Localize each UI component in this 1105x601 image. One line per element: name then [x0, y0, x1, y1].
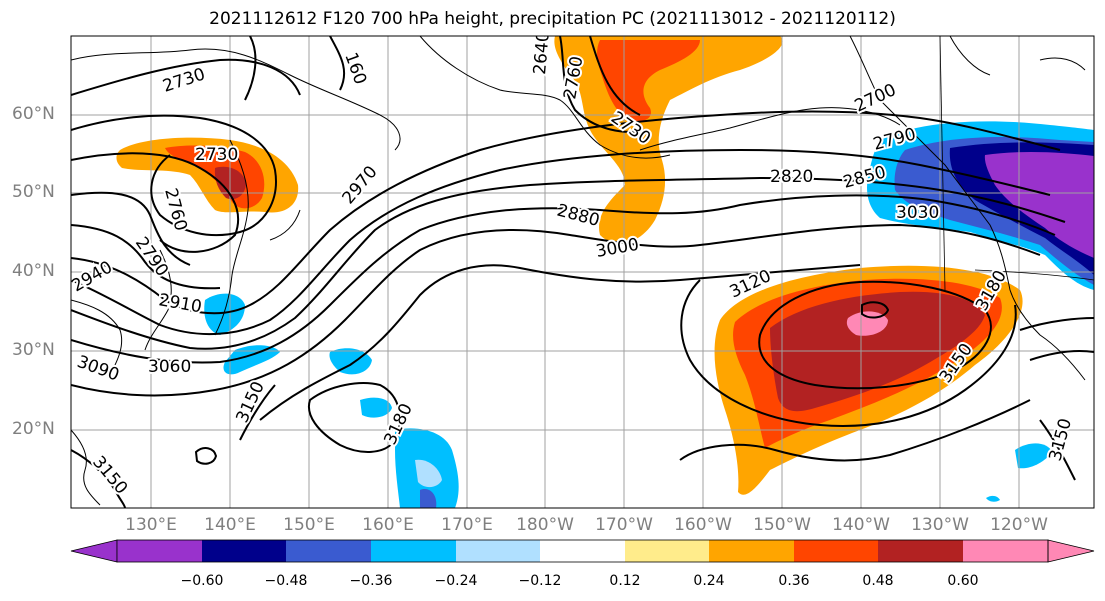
colorbar-segment [117, 540, 202, 562]
coastlines [71, 36, 1094, 506]
colorbar-tick: −0.12 [518, 573, 562, 589]
colorbar [70, 539, 1095, 563]
contour-label: 3030 [896, 203, 939, 223]
lon-label: 160°W [674, 515, 732, 535]
colorbar-segment [286, 540, 371, 562]
colorbar-tick: −0.24 [434, 573, 478, 589]
colorbar-tick: −0.36 [349, 573, 393, 589]
colorbar-tick: 0.36 [778, 573, 810, 589]
colorbar-tick: −0.60 [180, 573, 224, 589]
colorbar-low-extension [70, 539, 118, 563]
colorbar-segment [202, 540, 286, 562]
colorbar-segment [963, 540, 1048, 562]
colorbar-segment [794, 540, 878, 562]
colorbar-segment [878, 540, 963, 562]
lon-label: 130°W [911, 515, 969, 535]
lon-label: 130°E [125, 515, 177, 535]
contour-label: 2640 [530, 31, 554, 76]
colorbar-segment [540, 540, 625, 562]
lon-label: 170°W [595, 515, 653, 535]
lon-label: 150°W [753, 515, 811, 535]
lon-label: 150°E [283, 515, 335, 535]
colorbar-segment [456, 540, 540, 562]
colorbar-high-extension [1047, 539, 1095, 563]
lat-label: 60°N [12, 104, 55, 124]
colorbar-segment [371, 540, 456, 562]
lat-label: 40°N [12, 261, 55, 281]
precip-negative-western-pacific [204, 293, 1052, 508]
contour-label: 2730 [195, 145, 238, 165]
lon-label: 120°W [990, 515, 1048, 535]
map-frame [70, 35, 1095, 509]
plot-title: 2021112612 F120 700 hPa height, precipit… [209, 9, 896, 29]
contour-label: 2820 [770, 167, 813, 187]
precip-positive-central-pacific [714, 265, 1023, 495]
colorbar-segment [625, 540, 709, 562]
graticule [71, 36, 1094, 508]
colorbar-tick: 0.12 [609, 573, 641, 589]
contour-label: 3060 [148, 357, 191, 377]
height-contours [71, 36, 1094, 508]
colorbar-segment [709, 540, 794, 562]
lon-label: 160°E [362, 515, 414, 535]
lat-label: 50°N [12, 182, 55, 202]
colorbar-tick: 0.48 [862, 573, 894, 589]
lon-label: 140°E [204, 515, 256, 535]
colorbar-tick: 0.60 [947, 573, 979, 589]
lon-label: 170°E [441, 515, 493, 535]
colorbar-tick: 0.24 [693, 573, 725, 589]
lon-label: 180°W [516, 515, 574, 535]
colorbar-tick: −0.48 [264, 573, 308, 589]
lat-label: 20°N [12, 419, 55, 439]
lat-label: 30°N [12, 340, 55, 360]
lon-label: 140°W [832, 515, 890, 535]
